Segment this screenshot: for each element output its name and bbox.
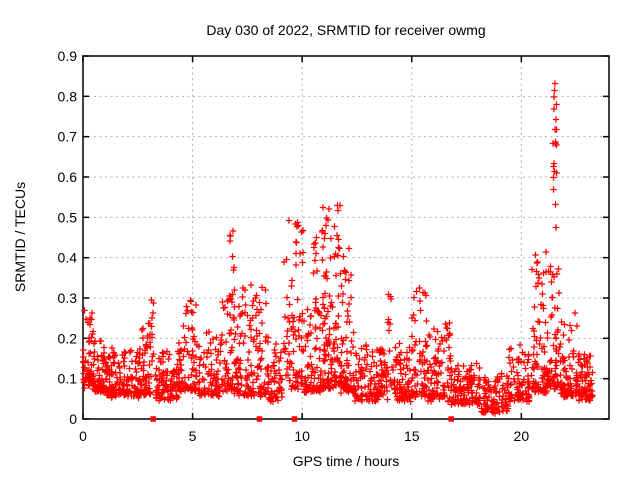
y-tick-label: 0.7 <box>58 129 78 145</box>
y-tick-label: 0.9 <box>58 48 78 64</box>
x-tick-label: 5 <box>189 428 197 444</box>
data-points <box>80 80 596 417</box>
chart-title: Day 030 of 2022, SRMTID for receiver owm… <box>206 22 485 38</box>
x-tick-label: 10 <box>294 428 310 444</box>
y-tick-label: 0.2 <box>58 330 78 346</box>
y-tick-label: 0.8 <box>58 88 78 104</box>
x-tick-label: 0 <box>79 428 87 444</box>
y-tick-label: 0.5 <box>58 209 78 225</box>
axis-ticks <box>82 55 609 420</box>
zero-marker-square <box>448 416 454 422</box>
x-tick-label: 20 <box>514 428 530 444</box>
y-axis-label: SRMTID / TECUs <box>12 182 28 292</box>
zero-marker-square <box>256 416 263 422</box>
gridlines <box>83 56 609 419</box>
x-tick-label: 15 <box>404 428 420 444</box>
zero-markers <box>150 416 454 422</box>
zero-marker-square <box>291 416 298 422</box>
y-tick-label: 0.4 <box>58 250 78 266</box>
tick-labels: 0 0.1 0.2 0.3 0.4 0.5 0.6 0.7 0.8 0.9 0 5 10 15 20 <box>58 48 530 444</box>
x-axis-label: GPS time / hours <box>293 453 400 469</box>
y-tick-label: 0.3 <box>58 290 78 306</box>
y-tick-label: 0.1 <box>58 371 78 387</box>
zero-marker-square <box>150 416 156 422</box>
y-tick-label: 0.6 <box>58 169 78 185</box>
y-tick-label: 0 <box>69 411 77 427</box>
plot-border <box>82 55 610 420</box>
